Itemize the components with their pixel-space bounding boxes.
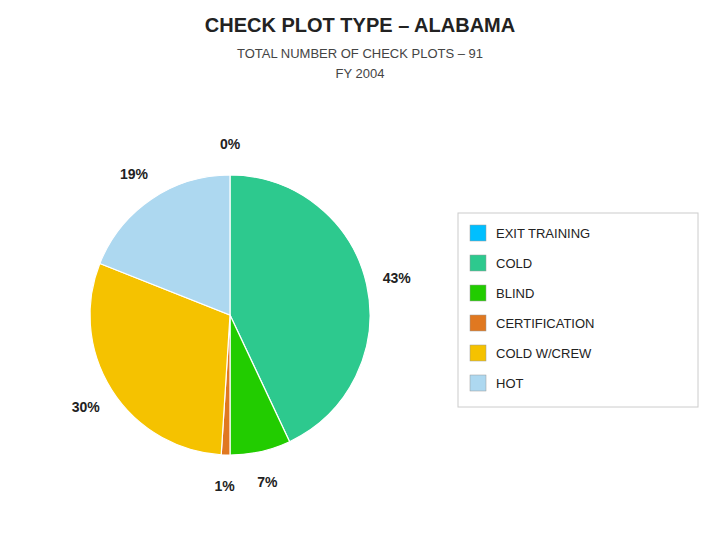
legend-swatch — [470, 315, 486, 331]
legend: EXIT TRAINING COLD BLIND CERTIFICATION COLD … — [458, 213, 698, 407]
data-label: 1% — [215, 478, 236, 494]
title: CHECK PLOT TYPE – ALABAMA — [205, 14, 515, 36]
subtitle: FY 2004 — [336, 66, 385, 81]
legend-item: EXIT TRAINING — [470, 225, 590, 241]
subtitle: TOTAL NUMBER OF CHECK PLOTS – 91 — [237, 46, 483, 61]
pie-slice — [100, 175, 230, 315]
legend-swatch — [470, 345, 486, 361]
legend-frame — [458, 213, 698, 407]
legend-swatch — [470, 225, 486, 241]
legend-label: COLD — [496, 256, 532, 271]
legend-label: BLIND — [496, 286, 534, 301]
legend-label: HOT — [496, 376, 524, 391]
pie — [90, 175, 370, 455]
data-label: 7% — [257, 474, 278, 490]
pie-slice — [230, 315, 290, 455]
legend-item: CERTIFICATION — [470, 315, 594, 331]
data-label: 43% — [383, 270, 412, 286]
legend-item: COLD W/CREW — [470, 345, 592, 361]
data-label: 30% — [72, 399, 101, 415]
legend-swatch — [470, 375, 486, 391]
data-labels: 0% 43% 7% 1% 30% 19% — [72, 136, 411, 494]
legend-item: COLD — [470, 255, 532, 271]
data-label: 19% — [120, 166, 149, 182]
legend-label: EXIT TRAINING — [496, 226, 590, 241]
data-label: 0% — [220, 136, 241, 152]
legend-swatch — [470, 255, 486, 271]
legend-label: COLD W/CREW — [496, 346, 592, 361]
legend-swatch — [470, 285, 486, 301]
legend-item: HOT — [470, 375, 524, 391]
chart-root: CHECK PLOT TYPE – ALABAMA TOTAL NUMBER OF… — [0, 0, 720, 540]
legend-label: CERTIFICATION — [496, 316, 594, 331]
legend-item: BLIND — [470, 285, 534, 301]
